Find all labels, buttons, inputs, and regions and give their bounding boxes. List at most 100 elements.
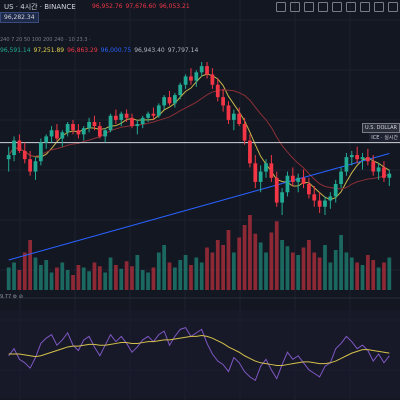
candle-body xyxy=(178,84,183,96)
ma-value-5: 97,797.14 xyxy=(167,47,199,54)
ohlc-2: 96,053.21 xyxy=(159,3,190,10)
volume-bar xyxy=(65,270,70,290)
volume-bar xyxy=(237,237,242,290)
candle-body xyxy=(124,113,129,118)
volume-bar xyxy=(103,272,108,290)
volume-bar xyxy=(60,262,65,290)
volume-bar xyxy=(140,270,145,290)
volume-bar xyxy=(231,252,236,290)
candle-body xyxy=(65,124,70,133)
ohlc-0: 96,952.76 xyxy=(92,3,123,10)
candle-body xyxy=(199,66,204,73)
volume-bar xyxy=(248,215,252,290)
candle-body xyxy=(226,105,231,120)
trend-line-icon[interactable] xyxy=(290,2,300,12)
volume-bar xyxy=(360,265,365,290)
wave-icon[interactable] xyxy=(304,2,314,12)
candle-body xyxy=(119,113,124,120)
candle-body xyxy=(6,155,11,160)
pencil-icon[interactable] xyxy=(276,2,286,12)
volume-bar xyxy=(376,267,381,290)
volume-bar xyxy=(274,221,279,290)
candle-body xyxy=(146,113,150,118)
ma-settings-row[interactable]: 240 7 20 50 100 200 240 · 10 23.3 · xyxy=(0,37,91,43)
volume-bar xyxy=(290,252,295,290)
ohlc-row: 96,952.76 97,676.60 96,053.21 xyxy=(92,3,193,10)
trash-icon[interactable] xyxy=(374,2,384,12)
candle-body xyxy=(92,121,97,127)
candle-body xyxy=(130,117,134,127)
volume-bar xyxy=(387,257,392,290)
volume-bar xyxy=(172,267,177,290)
volume-bar xyxy=(92,262,97,290)
candle-body xyxy=(151,113,156,116)
layers-icon[interactable] xyxy=(388,2,398,12)
candle-body xyxy=(172,95,177,104)
volume-bar xyxy=(339,235,343,290)
candle-body xyxy=(307,183,311,195)
price-badge: 96,282.34 xyxy=(0,12,39,23)
candle-body xyxy=(290,175,295,182)
candle-body xyxy=(274,177,279,203)
rsi-label[interactable]: 9.77 ⚙ ⊘ xyxy=(0,294,23,300)
volume-bar xyxy=(194,257,199,290)
candle-body xyxy=(376,167,381,172)
volume-bar xyxy=(269,232,274,290)
candle-body xyxy=(269,163,274,178)
candle-body xyxy=(371,161,376,172)
volume-bar xyxy=(285,246,290,290)
candle-body xyxy=(60,132,65,139)
ma-value-4: 96,943.40 xyxy=(134,47,165,54)
measure-icon[interactable] xyxy=(318,2,328,12)
drawing-toolbar[interactable] xyxy=(276,2,398,12)
candle-body xyxy=(333,183,338,197)
ma-value-3: 96,000.75 xyxy=(100,47,132,54)
candle-body xyxy=(205,66,209,75)
candle-body xyxy=(33,161,38,172)
volume-bar xyxy=(382,262,386,290)
candle-body xyxy=(237,113,242,125)
candle-body xyxy=(103,130,108,137)
volume-bar xyxy=(28,240,33,290)
volume-bar xyxy=(296,255,301,290)
rsi-ma-line xyxy=(8,335,390,366)
volume-bar xyxy=(333,250,338,290)
symbol-title[interactable]: US · 4시간 · BINANCE xyxy=(4,3,76,11)
fib-icon[interactable] xyxy=(332,2,342,12)
volume-bar xyxy=(87,271,91,290)
candle-body xyxy=(156,105,161,116)
candle-body xyxy=(253,163,258,182)
ohlc-1: 97,676.60 xyxy=(125,3,157,10)
volume-bar xyxy=(151,267,156,290)
volume-bar xyxy=(371,260,376,290)
volume-bar xyxy=(12,262,16,290)
volume-bar xyxy=(81,267,86,290)
pattern-icon[interactable] xyxy=(346,2,356,12)
lock-icon[interactable] xyxy=(360,2,370,12)
candle-body xyxy=(296,177,301,182)
candle-body xyxy=(114,115,118,120)
volume-bar xyxy=(38,265,43,290)
candle-body xyxy=(248,140,252,164)
candle-body xyxy=(280,192,284,203)
candle-body xyxy=(49,130,54,137)
candle-body xyxy=(28,159,33,172)
ma-value-0: 96,591.14 xyxy=(0,47,31,54)
candle-body xyxy=(258,171,263,182)
candle-body xyxy=(167,97,172,104)
volume-bar xyxy=(189,265,193,290)
volume-bar xyxy=(328,262,333,290)
dxy-tag[interactable]: U.S. DOLLAR xyxy=(362,123,400,133)
volume-bar xyxy=(349,257,354,290)
candle-body xyxy=(387,173,392,178)
volume-bar xyxy=(323,245,327,290)
volume-bar xyxy=(108,257,113,290)
ma-blue-line xyxy=(8,153,390,261)
candle-body xyxy=(97,126,102,137)
volume-bar xyxy=(76,265,81,290)
volume-bar xyxy=(178,260,183,290)
volume-bar xyxy=(264,252,268,290)
ma-red-line xyxy=(8,89,390,190)
volume-bar xyxy=(6,267,11,290)
